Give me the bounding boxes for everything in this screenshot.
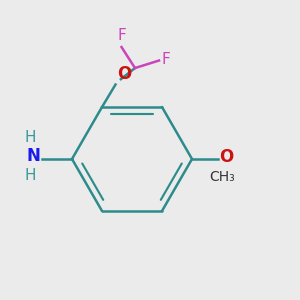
Text: O: O: [219, 148, 233, 166]
Text: O: O: [117, 65, 131, 83]
Text: H: H: [24, 168, 36, 183]
Text: F: F: [117, 28, 126, 44]
Text: CH₃: CH₃: [209, 170, 235, 184]
Text: F: F: [161, 52, 170, 67]
Text: N: N: [27, 147, 40, 165]
Text: H: H: [24, 130, 36, 146]
